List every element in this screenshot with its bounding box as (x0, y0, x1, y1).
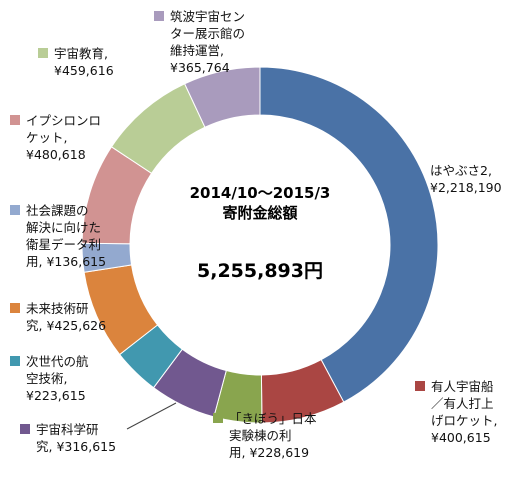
leader-line (126, 402, 177, 430)
label-next-gen-aviation: 次世代の航 空技術, ¥223,615 (10, 353, 89, 404)
label-line: ケット, (26, 130, 68, 145)
label-line: ¥223,615 (26, 388, 86, 403)
label-line: はやぶさ2, (430, 163, 492, 178)
label-line: 用, ¥228,619 (229, 445, 310, 460)
label-line: 空技術, (26, 371, 68, 386)
legend-swatch (213, 413, 223, 423)
label-line: 有人宇宙船 (431, 379, 494, 394)
center-title: 2014/10～2015/3 寄附金総額 (170, 183, 350, 223)
label-line: 究, ¥425,626 (26, 318, 107, 333)
center-caption: 寄附金総額 (222, 204, 298, 222)
legend-swatch (20, 424, 30, 434)
label-line: 解決に向けた (26, 220, 102, 235)
legend-swatch (154, 11, 164, 21)
label-line: ¥400,615 (431, 430, 491, 445)
label-crewed-spacecraft: 有人宇宙船 ／有人打上 げロケット, ¥400,615 (415, 378, 497, 446)
label-line: ¥2,218,190 (430, 180, 502, 195)
legend-swatch (10, 115, 20, 125)
label-line: イプシロンロ (26, 113, 102, 128)
label-line: ¥365,764 (170, 60, 230, 75)
donut-slice-9 (183, 66, 261, 128)
donut-slices (81, 66, 439, 424)
label-future-tech: 未来技術研 究, ¥425,626 (10, 300, 106, 334)
label-line: 維持運営, (170, 43, 224, 58)
label-line: 宇宙教育, (54, 46, 108, 61)
legend-swatch (10, 205, 20, 215)
label-line: 未来技術研 (26, 301, 89, 316)
label-tsukuba-exhibition: 筑波宇宙セン ター展示館の 維持運営, ¥365,764 (154, 8, 245, 76)
label-line: 筑波宇宙セン (170, 9, 246, 24)
label-line: 次世代の航 (26, 354, 89, 369)
label-line: 衛星データ利 (26, 237, 102, 252)
label-line: ／有人打上 (431, 396, 494, 411)
center-total: 5,255,893円 (197, 260, 323, 282)
label-line: 実験棟の利 (229, 428, 292, 443)
label-epsilon-rocket: イプシロンロ ケット, ¥480,618 (10, 112, 101, 163)
label-line: 宇宙科学研 (36, 422, 99, 437)
label-line: 究, ¥316,615 (36, 439, 117, 454)
label-line: ¥459,616 (54, 63, 114, 78)
donut-slice-0 (259, 66, 439, 403)
label-line: 社会課題の (26, 203, 89, 218)
legend-swatch (10, 356, 20, 366)
label-line: 「きぼう」日本 (229, 411, 317, 426)
label-line: ター展示館の (170, 26, 246, 41)
center-period: 2014/10～2015/3 (189, 184, 331, 202)
legend-swatch (415, 381, 425, 391)
label-line: げロケット, (431, 413, 498, 428)
label-satellite-data: 社会課題の 解決に向けた 衛星データ利 用, ¥136,615 (10, 202, 106, 270)
legend-swatch (10, 303, 20, 313)
label-hayabusa2: はやぶさ2, ¥2,218,190 (430, 162, 502, 196)
label-line: ¥480,618 (26, 147, 86, 162)
legend-swatch (38, 48, 48, 58)
label-space-education: 宇宙教育, ¥459,616 (38, 45, 114, 79)
label-space-science: 宇宙科学研 究, ¥316,615 (20, 421, 116, 455)
label-kibo: 「きぼう」日本 実験棟の利 用, ¥228,619 (213, 410, 317, 461)
label-line: 用, ¥136,615 (26, 254, 107, 269)
